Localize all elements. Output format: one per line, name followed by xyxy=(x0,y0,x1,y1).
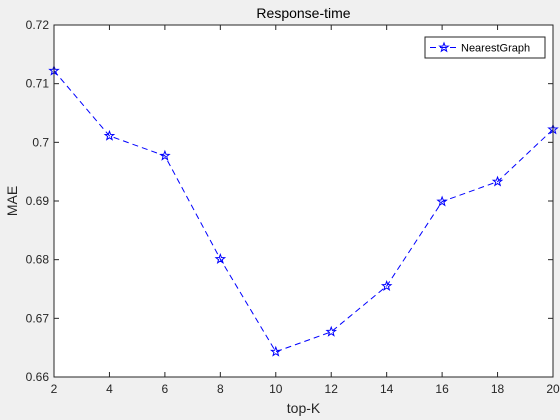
x-tick-label: 18 xyxy=(491,382,505,396)
y-tick-label: 0.67 xyxy=(26,311,50,325)
x-tick-label: 6 xyxy=(162,382,169,396)
plot-area xyxy=(54,25,553,377)
y-tick-label: 0.66 xyxy=(26,370,50,384)
series-line xyxy=(53,70,554,353)
y-axis-label: MAE xyxy=(4,186,20,216)
data-point xyxy=(214,253,227,264)
data-point xyxy=(436,195,448,207)
x-tick-label: 20 xyxy=(546,382,560,396)
x-tick-label: 2 xyxy=(51,382,58,396)
data-point xyxy=(491,175,504,187)
y-tick-label: 0.72 xyxy=(26,18,50,32)
x-axis-label: top-K xyxy=(287,400,321,416)
x-axis-ticks: 2 4 6 8 10 12 14 16 18 20 xyxy=(51,25,560,396)
data-point xyxy=(159,149,171,161)
legend-star-marker xyxy=(438,41,450,53)
chart-title: Response-time xyxy=(256,5,350,21)
x-tick-label: 12 xyxy=(325,382,339,396)
legend: NearestGraph xyxy=(424,36,546,59)
x-tick-label: 14 xyxy=(380,382,394,396)
data-point xyxy=(103,129,116,141)
legend-entry-nearestgraph: NearestGraph xyxy=(461,43,530,55)
y-tick-label: 0.7 xyxy=(32,135,49,149)
y-tick-label: 0.71 xyxy=(26,77,50,91)
x-tick-label: 4 xyxy=(106,382,113,396)
y-axis-ticks: 0.66 0.67 0.68 0.69 0.7 0.71 0.72 xyxy=(26,18,553,384)
data-point xyxy=(325,325,337,337)
plot-frame xyxy=(53,24,554,378)
legend-box xyxy=(424,36,546,59)
x-tick-label: 16 xyxy=(435,382,449,396)
data-point xyxy=(380,280,393,291)
y-tick-label: 0.68 xyxy=(26,253,50,267)
x-tick-label: 8 xyxy=(217,382,224,396)
y-tick-label: 0.69 xyxy=(26,194,50,208)
data-point xyxy=(270,345,282,357)
x-tick-label: 10 xyxy=(269,382,283,396)
